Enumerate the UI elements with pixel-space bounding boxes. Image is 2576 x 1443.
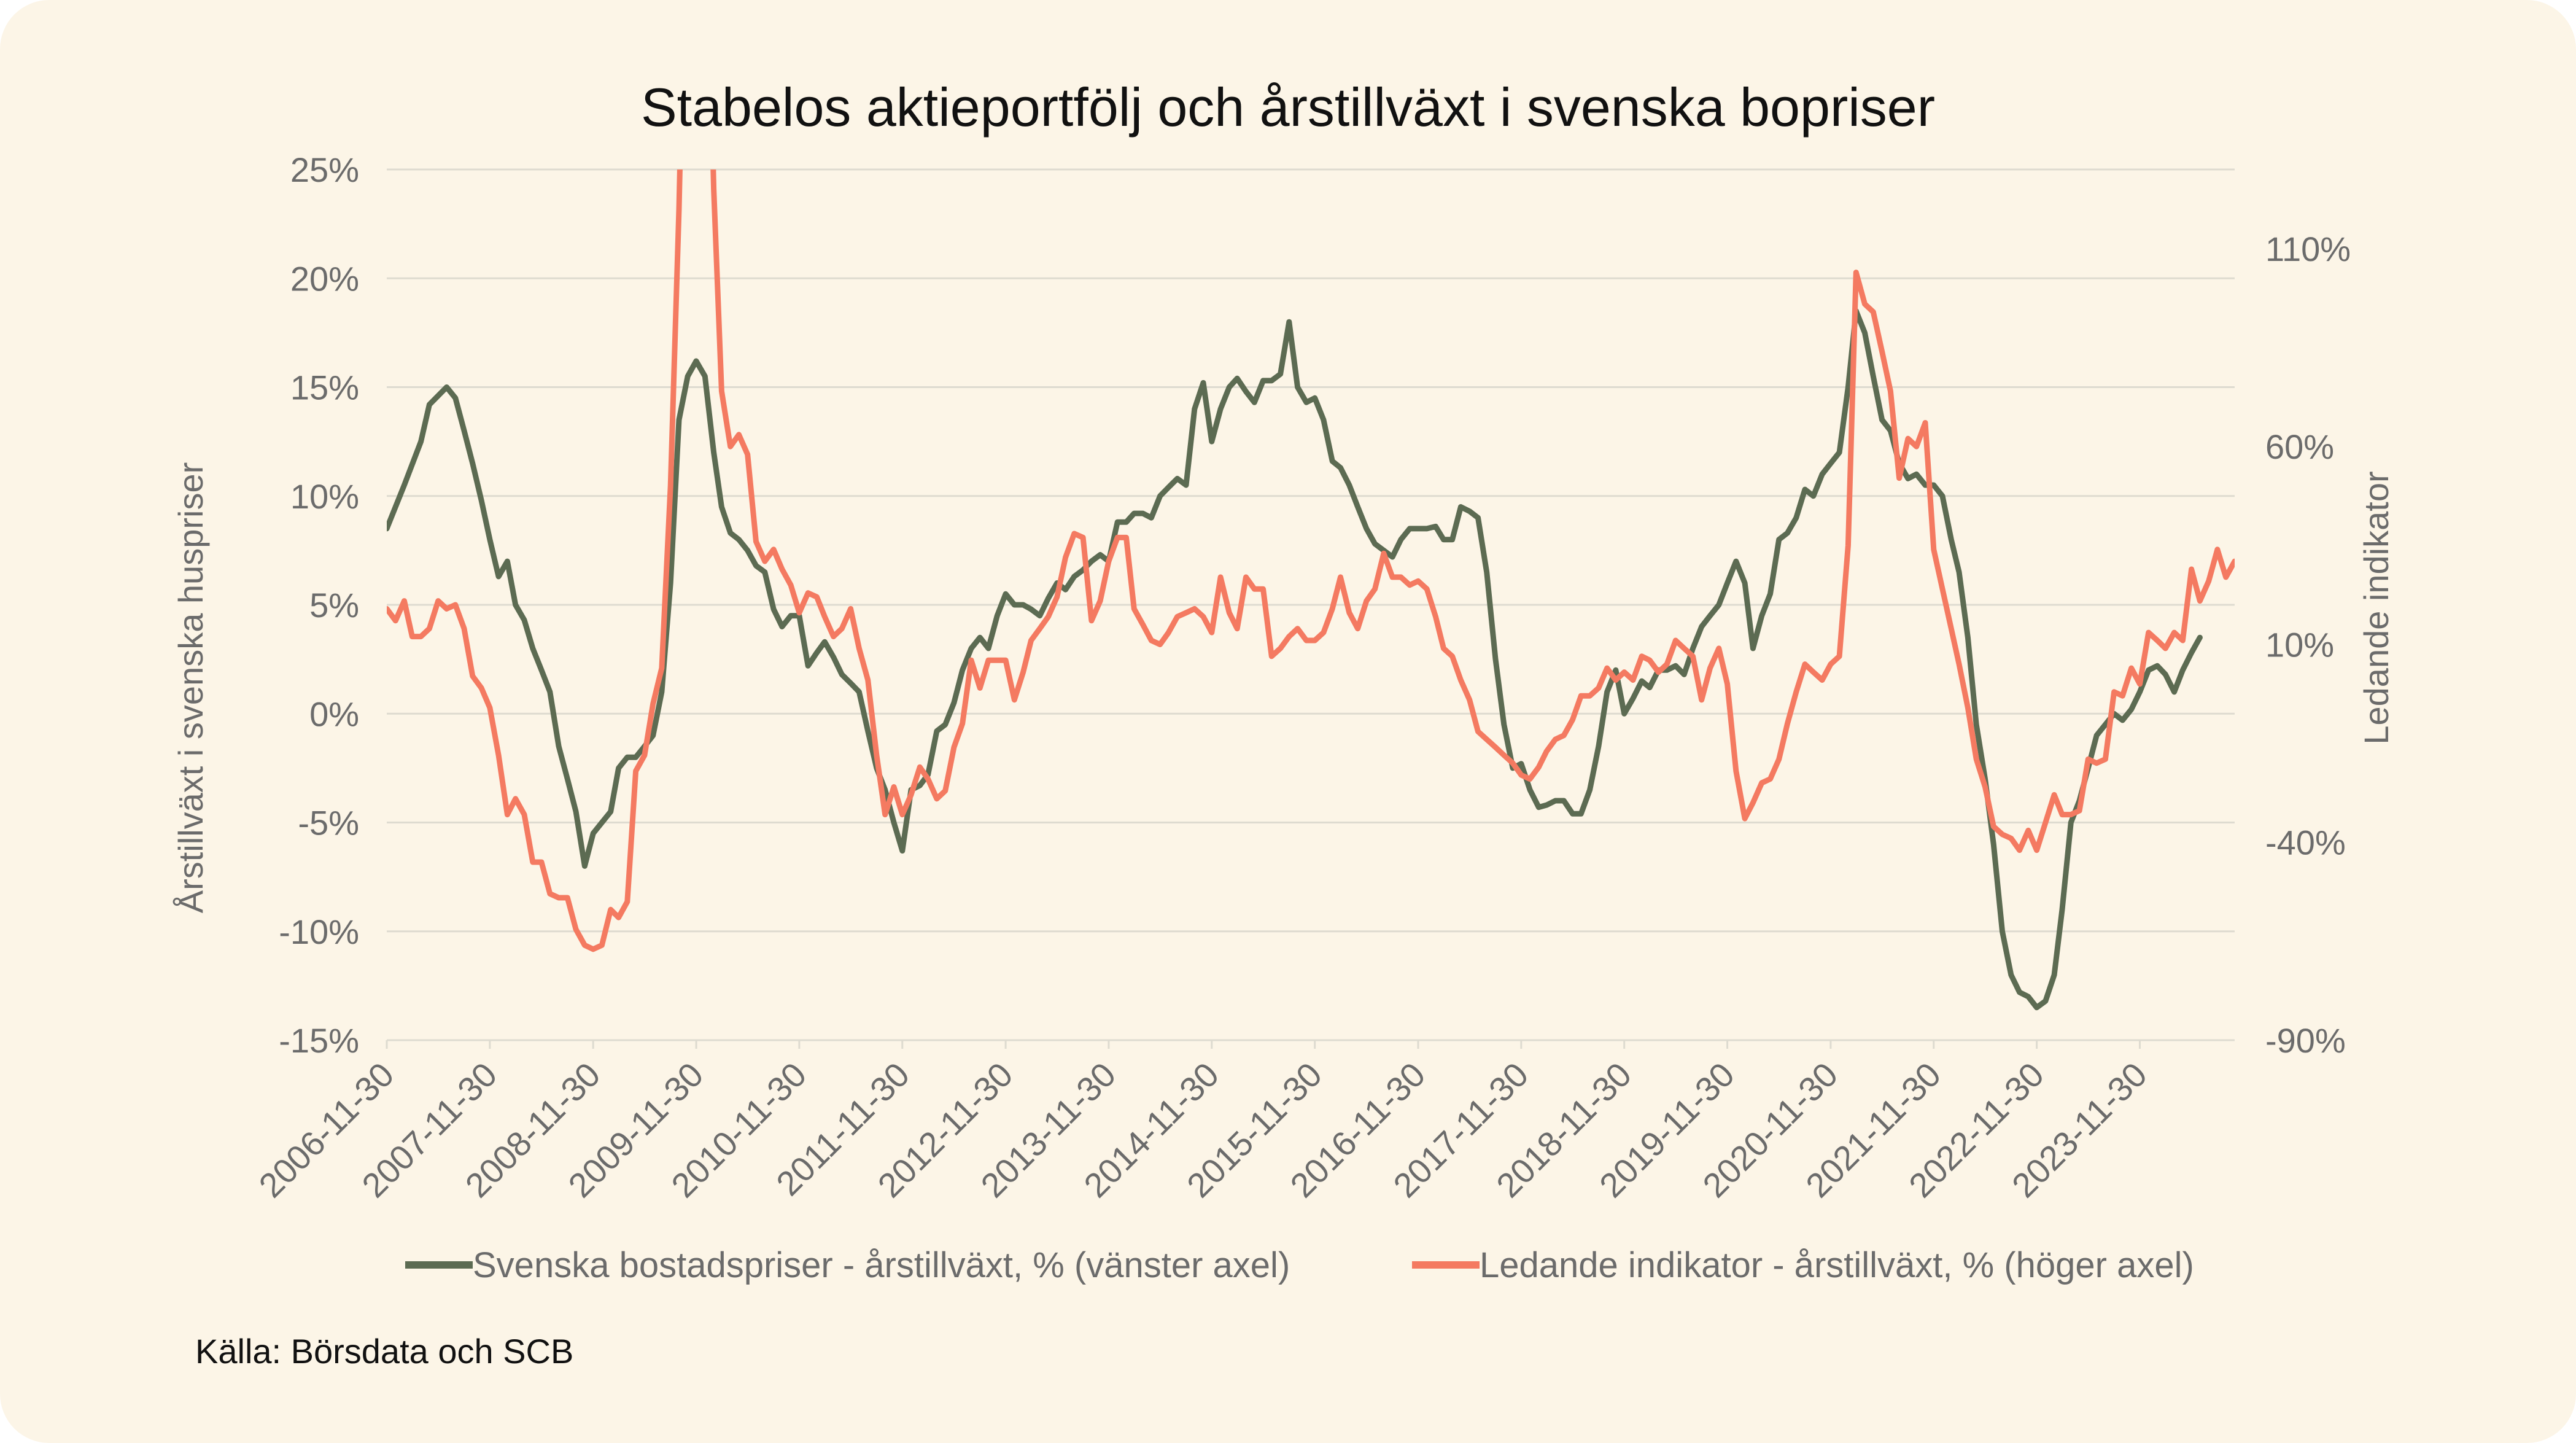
legend-label-ledande-indikator: Ledande indikator - årstillväxt, % (höge… [1480, 1245, 2194, 1285]
y2-tick-label: 10% [2265, 625, 2334, 664]
right-axis-ticks: 110% 60% 10% -40% -90% [2265, 230, 2351, 1060]
y-tick-label: 5% [309, 586, 359, 624]
y2-tick-label: -40% [2265, 823, 2346, 862]
series-line-ledande-indikator [387, 169, 2235, 952]
y-tick-label: 10% [290, 477, 359, 516]
left-axis-title: Årstillväxt i svenska huspriser [171, 462, 210, 913]
series-line-bostadspriser [387, 308, 2203, 1011]
y-tick-label: 15% [290, 368, 359, 407]
y-tick-label: -5% [298, 804, 359, 842]
left-axis-ticks: 25% 20% 15% 10% 5% 0% -5% -10% -15% [279, 150, 359, 1060]
right-axis-title: Ledande indikator [2357, 471, 2396, 744]
y2-tick-label: -90% [2265, 1021, 2346, 1060]
legend-label-bostadspriser: Svenska bostadspriser - årstillväxt, % (… [473, 1245, 1290, 1285]
x-axis-ticks: 2006-11-302007-11-302008-11-302009-11-30… [251, 1040, 2154, 1205]
chart-title: Stabelos aktieportfölj och årstillväxt i… [641, 77, 1935, 138]
legend: Svenska bostadspriser - årstillväxt, % (… [405, 1245, 2194, 1285]
y-tick-label: -15% [279, 1021, 359, 1060]
source-note: Källa: Börsdata och SCB [195, 1332, 573, 1371]
y2-tick-label: 60% [2265, 427, 2334, 466]
y2-tick-label: 110% [2265, 230, 2351, 268]
y-tick-label: 25% [290, 150, 359, 189]
y-tick-label: -10% [279, 912, 359, 951]
gridlines [387, 168, 2235, 1041]
y-tick-label: 0% [309, 694, 359, 733]
y-tick-label: 20% [290, 259, 359, 298]
series-lines [387, 169, 2235, 1011]
